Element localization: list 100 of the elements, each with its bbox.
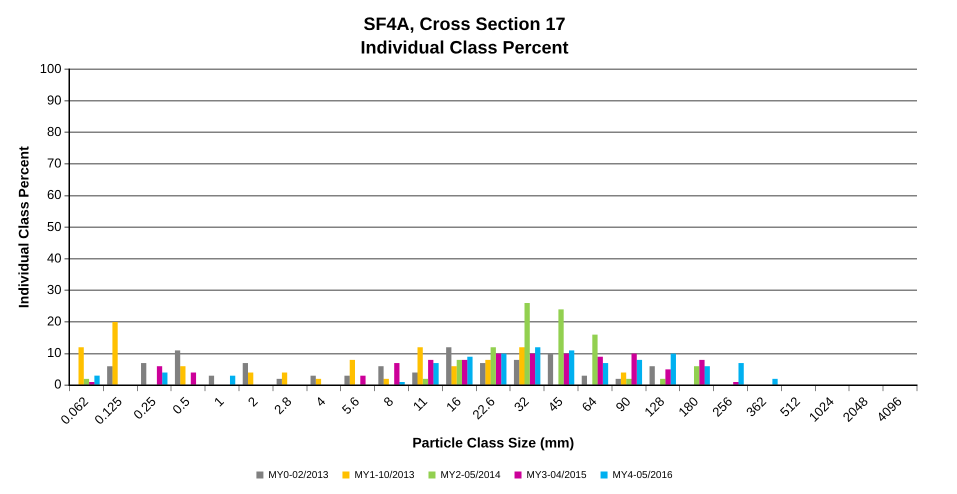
bar	[467, 356, 473, 384]
x-tick-label: 4	[312, 394, 328, 410]
bar	[412, 372, 418, 384]
bar	[310, 376, 316, 384]
bar	[665, 369, 671, 384]
bar	[704, 366, 710, 384]
x-tick-label: 32	[510, 394, 532, 415]
x-tick-label: 64	[578, 394, 600, 415]
bar	[598, 356, 603, 384]
bar	[276, 378, 282, 384]
bar	[180, 366, 186, 384]
bar	[626, 378, 632, 384]
bar	[485, 360, 491, 384]
bar	[433, 363, 439, 384]
bar	[670, 354, 676, 384]
x-tick-label: 1	[210, 394, 227, 410]
y-axis-title: Individual Class Percent	[15, 146, 32, 308]
bar	[451, 366, 457, 384]
bar	[384, 378, 389, 384]
bar	[360, 376, 366, 384]
bar	[558, 309, 564, 384]
bar	[694, 366, 700, 384]
y-tick-label: 70	[47, 156, 62, 171]
bar	[107, 366, 112, 384]
y-tick-label: 40	[47, 250, 62, 266]
bar	[248, 372, 254, 384]
bar	[316, 378, 322, 384]
bar	[378, 366, 384, 384]
y-tick-label: 60	[47, 187, 62, 202]
bar	[524, 303, 530, 384]
bar	[428, 360, 434, 384]
bar	[418, 347, 423, 384]
bar	[162, 372, 168, 384]
bar	[141, 363, 146, 384]
y-tick-label: 10	[47, 345, 62, 360]
bar	[282, 372, 288, 384]
bar	[422, 378, 428, 384]
legend-label: MY1-10/2013	[354, 470, 415, 481]
bar	[535, 347, 540, 384]
x-tick-label: 362	[743, 394, 770, 420]
y-tick-label: 20	[47, 314, 62, 329]
y-tick-label: 30	[47, 282, 62, 297]
chart-title: SF4A, Cross Section 17	[363, 14, 566, 34]
bar	[738, 363, 744, 384]
x-tick-label: 11	[410, 394, 430, 414]
bar	[394, 363, 400, 384]
x-tick-label: 256	[709, 394, 736, 420]
bar	[564, 354, 569, 384]
x-tick-label: 2	[244, 394, 261, 410]
bar	[84, 378, 90, 384]
bar	[490, 347, 496, 384]
bar	[78, 347, 84, 384]
bar	[631, 354, 637, 384]
bar	[208, 376, 214, 384]
legend-label: MY0-02/2013	[268, 470, 329, 481]
bar	[592, 334, 598, 384]
bar	[456, 360, 462, 384]
bar	[480, 363, 486, 384]
bar	[112, 322, 118, 384]
bar	[636, 360, 642, 384]
x-tick-label: 0.5	[169, 394, 193, 418]
bar	[156, 366, 162, 384]
bar	[514, 360, 520, 384]
bar	[462, 360, 468, 384]
legend-label: MY2-05/2014	[440, 470, 501, 481]
bar	[501, 354, 506, 384]
x-tick-label: 8	[380, 394, 396, 410]
x-tick-label: 90	[612, 394, 634, 415]
bar	[602, 363, 608, 384]
bar	[230, 376, 236, 384]
bar	[582, 376, 588, 384]
y-tick-label: 50	[47, 218, 62, 234]
x-tick-label: 5.6	[338, 394, 362, 418]
bar	[496, 354, 502, 384]
bar	[530, 354, 536, 384]
bar	[620, 372, 626, 384]
bar	[650, 366, 655, 384]
bar	[350, 360, 355, 384]
y-tick-label: 90	[47, 92, 62, 108]
x-tick-label: 16	[443, 394, 464, 415]
bar	[190, 372, 196, 384]
x-tick-label: 0.25	[130, 394, 159, 422]
x-axis-title: Particle Class Size (mm)	[412, 434, 574, 450]
x-tick-label: 512	[777, 394, 803, 420]
bar	[699, 360, 705, 384]
x-tick-label: 45	[544, 394, 566, 415]
bar	[344, 376, 350, 384]
bar	[616, 378, 621, 384]
y-tick-label: 100	[40, 60, 62, 76]
bar	[568, 350, 574, 384]
y-tick-label: 80	[47, 124, 62, 139]
bar	[519, 347, 524, 384]
legend-label: MY4-05/2016	[612, 470, 674, 481]
x-tick-label: 2.8	[271, 394, 294, 418]
bar	[242, 363, 248, 384]
y-tick-label: 0	[54, 376, 62, 392]
bar	[660, 378, 666, 384]
x-tick-label: 180	[675, 394, 702, 420]
bar	[772, 378, 778, 384]
x-tick-label: 128	[641, 394, 668, 420]
